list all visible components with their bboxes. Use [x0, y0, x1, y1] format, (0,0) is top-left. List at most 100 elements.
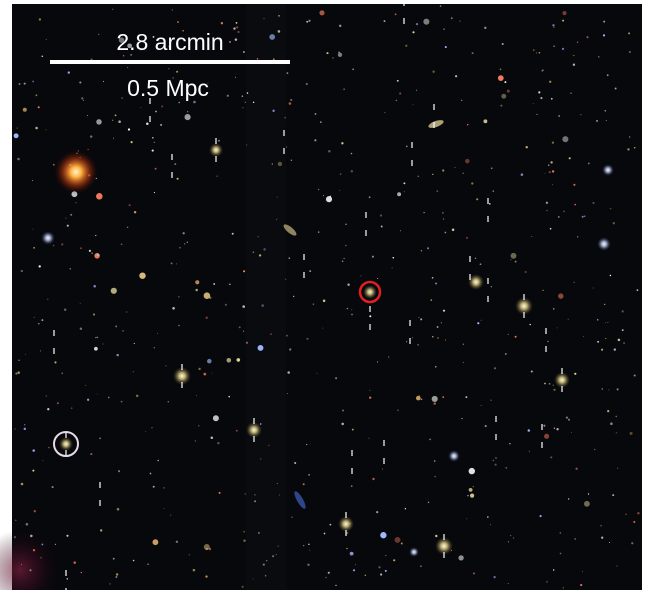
- star: [548, 170, 551, 174]
- star: [29, 569, 32, 572]
- galaxy: [209, 143, 223, 157]
- star: [391, 267, 393, 269]
- galaxy: [435, 537, 453, 555]
- star: [603, 303, 606, 306]
- star: [235, 22, 238, 24]
- star: [48, 446, 50, 449]
- star: [499, 68, 502, 71]
- star: [290, 159, 293, 161]
- star: [415, 22, 419, 26]
- star: [442, 212, 444, 214]
- star: [568, 157, 571, 160]
- star: [558, 115, 560, 117]
- star: [524, 270, 527, 274]
- star: [184, 114, 191, 121]
- star: [265, 559, 268, 562]
- star: [576, 41, 579, 44]
- star: [107, 396, 110, 399]
- star: [243, 330, 245, 332]
- star: [465, 396, 468, 399]
- star: [82, 99, 85, 101]
- star: [598, 56, 600, 58]
- star: [633, 374, 636, 377]
- star: [535, 52, 538, 54]
- star: [562, 587, 564, 589]
- star: [285, 146, 288, 148]
- star: [217, 441, 220, 445]
- star: [587, 493, 590, 495]
- star: [235, 429, 238, 432]
- star: [96, 193, 103, 200]
- star: [625, 513, 627, 515]
- star: [380, 225, 383, 228]
- star: [276, 483, 278, 485]
- star: [325, 196, 333, 203]
- star: [417, 175, 419, 177]
- star: [466, 518, 468, 520]
- star: [306, 443, 308, 446]
- star: [140, 107, 142, 109]
- star: [501, 93, 507, 99]
- star: [120, 243, 123, 246]
- star: [339, 189, 341, 191]
- star: [95, 234, 97, 237]
- star: [405, 145, 408, 148]
- star: [187, 111, 189, 113]
- bright-star: [448, 450, 460, 462]
- galaxy: [468, 274, 484, 290]
- star: [605, 322, 607, 324]
- star: [153, 141, 155, 143]
- star: [258, 254, 262, 257]
- star: [451, 228, 455, 232]
- star: [484, 425, 487, 428]
- star: [271, 163, 273, 165]
- star: [317, 188, 320, 191]
- star: [161, 105, 164, 108]
- star: [87, 115, 89, 117]
- star: [252, 251, 255, 253]
- star: [61, 372, 63, 375]
- star: [126, 226, 129, 229]
- star: [433, 460, 436, 462]
- star: [514, 335, 517, 338]
- star: [147, 563, 149, 565]
- star: [118, 470, 121, 473]
- galaxy: [554, 372, 570, 388]
- star: [319, 10, 325, 16]
- star: [256, 58, 259, 60]
- star: [18, 83, 21, 85]
- star: [368, 196, 371, 199]
- star: [477, 322, 480, 325]
- star: [203, 544, 210, 550]
- star: [551, 170, 555, 173]
- star: [163, 487, 165, 489]
- star: [146, 122, 149, 125]
- star: [133, 342, 135, 345]
- galaxy: [515, 297, 533, 315]
- star: [480, 404, 482, 406]
- star: [379, 214, 383, 217]
- star: [254, 494, 256, 496]
- star: [338, 51, 340, 54]
- star: [553, 569, 555, 571]
- star: [412, 31, 415, 34]
- star: [13, 133, 19, 139]
- star: [172, 77, 174, 79]
- star: [601, 348, 604, 351]
- star: [322, 327, 324, 329]
- star: [33, 509, 37, 513]
- star: [607, 410, 610, 413]
- star: [610, 422, 613, 425]
- star: [263, 248, 266, 251]
- star: [567, 318, 569, 320]
- star: [614, 87, 617, 90]
- star: [332, 57, 334, 59]
- star: [432, 70, 435, 73]
- star: [132, 559, 135, 562]
- star: [427, 247, 430, 250]
- star: [486, 516, 489, 518]
- bright-star: [597, 237, 611, 251]
- star: [79, 302, 81, 304]
- star: [151, 427, 153, 429]
- star: [275, 553, 277, 556]
